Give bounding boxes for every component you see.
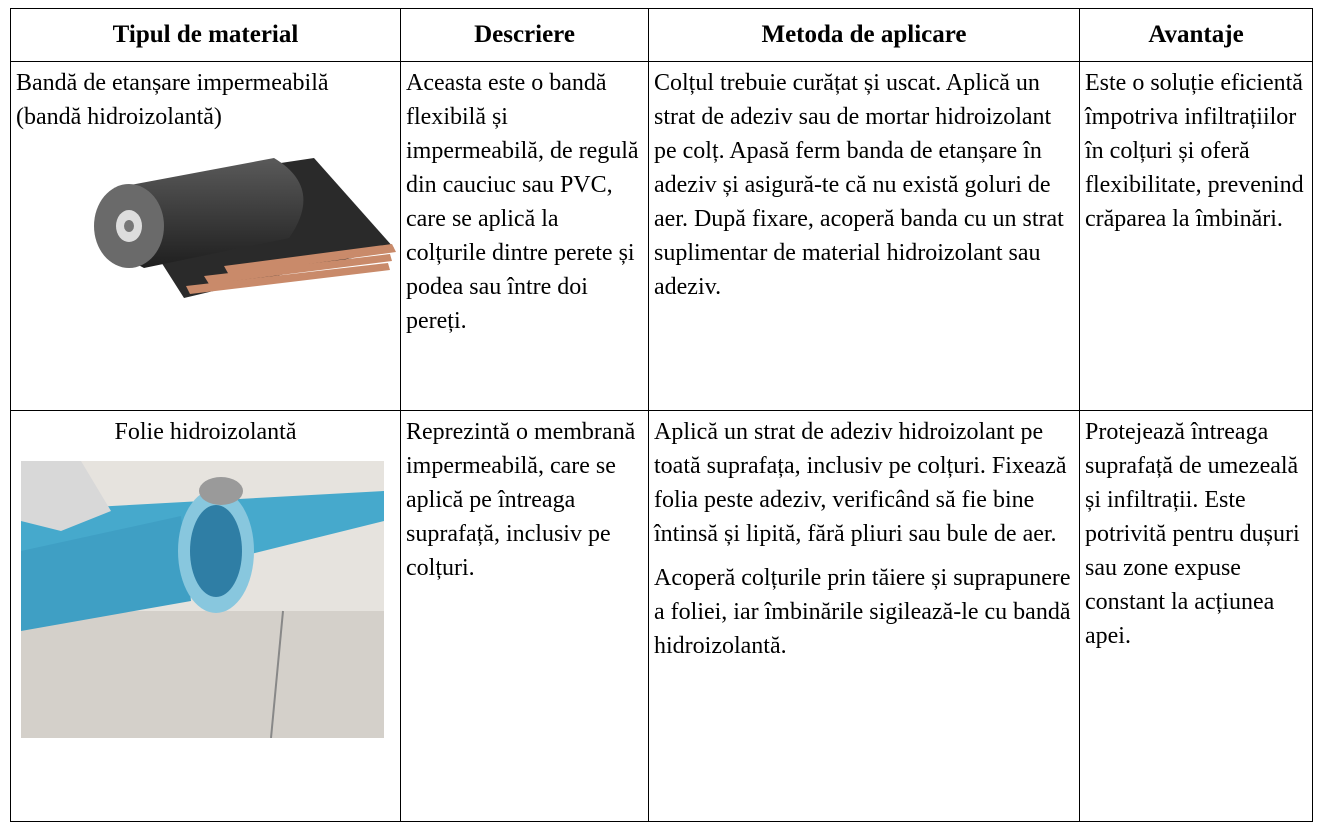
- method-paragraph: Colțul trebuie curățat și uscat. Aplică …: [654, 70, 1064, 300]
- cell: Colțul trebuie curățat și uscat. Aplică …: [648, 61, 1080, 411]
- cell: Protejează întreaga suprafață de umezeal…: [1079, 410, 1313, 822]
- row: Bandă de etanșare impermeabilă (bandă hi…: [10, 61, 1313, 411]
- cell: Folie hidroizolantă: [10, 410, 401, 822]
- header-cell: Metoda de aplicare: [648, 8, 1080, 62]
- advantages: Este o soluție eficientă împotriva infil…: [1085, 70, 1304, 232]
- material-name: Folie hidroizolantă: [114, 419, 297, 445]
- header-cell: Descriere: [400, 8, 649, 62]
- advantages: Protejează întreaga suprafață de umezeal…: [1085, 419, 1300, 649]
- cell: Reprezintă o membrană impermeabilă, care…: [400, 410, 649, 822]
- cell: Aplică un strat de adeziv hidroizolant p…: [648, 410, 1080, 822]
- cell: Aceasta este o bandă flexibilă și imperm…: [400, 61, 649, 411]
- method-paragraph: Aplică un strat de adeziv hidroizolant p…: [654, 419, 1067, 547]
- cell: Bandă de etanșare impermeabilă (bandă hi…: [10, 61, 401, 411]
- header-cell: Avantaje: [1079, 8, 1313, 62]
- materials-table: Tipul de material Descriere Metoda de ap…: [10, 8, 1313, 822]
- description: Reprezintă o membrană impermeabilă, care…: [406, 419, 636, 581]
- cell: Este o soluție eficientă împotriva infil…: [1079, 61, 1313, 411]
- row: Folie hidroizolantă Reprezintă o membran…: [10, 410, 1313, 822]
- header-cell: Tipul de material: [10, 8, 401, 62]
- tape-roll-image: [94, 158, 396, 298]
- description: Aceasta este o bandă flexibilă și imperm…: [406, 70, 639, 334]
- method-paragraph: Acoperă colțurile prin tăiere și suprapu…: [654, 565, 1071, 659]
- membrane-image: [21, 461, 384, 738]
- header-row: Tipul de material Descriere Metoda de ap…: [10, 8, 1313, 62]
- material-name: Bandă de etanșare impermeabilă (bandă hi…: [16, 70, 329, 130]
